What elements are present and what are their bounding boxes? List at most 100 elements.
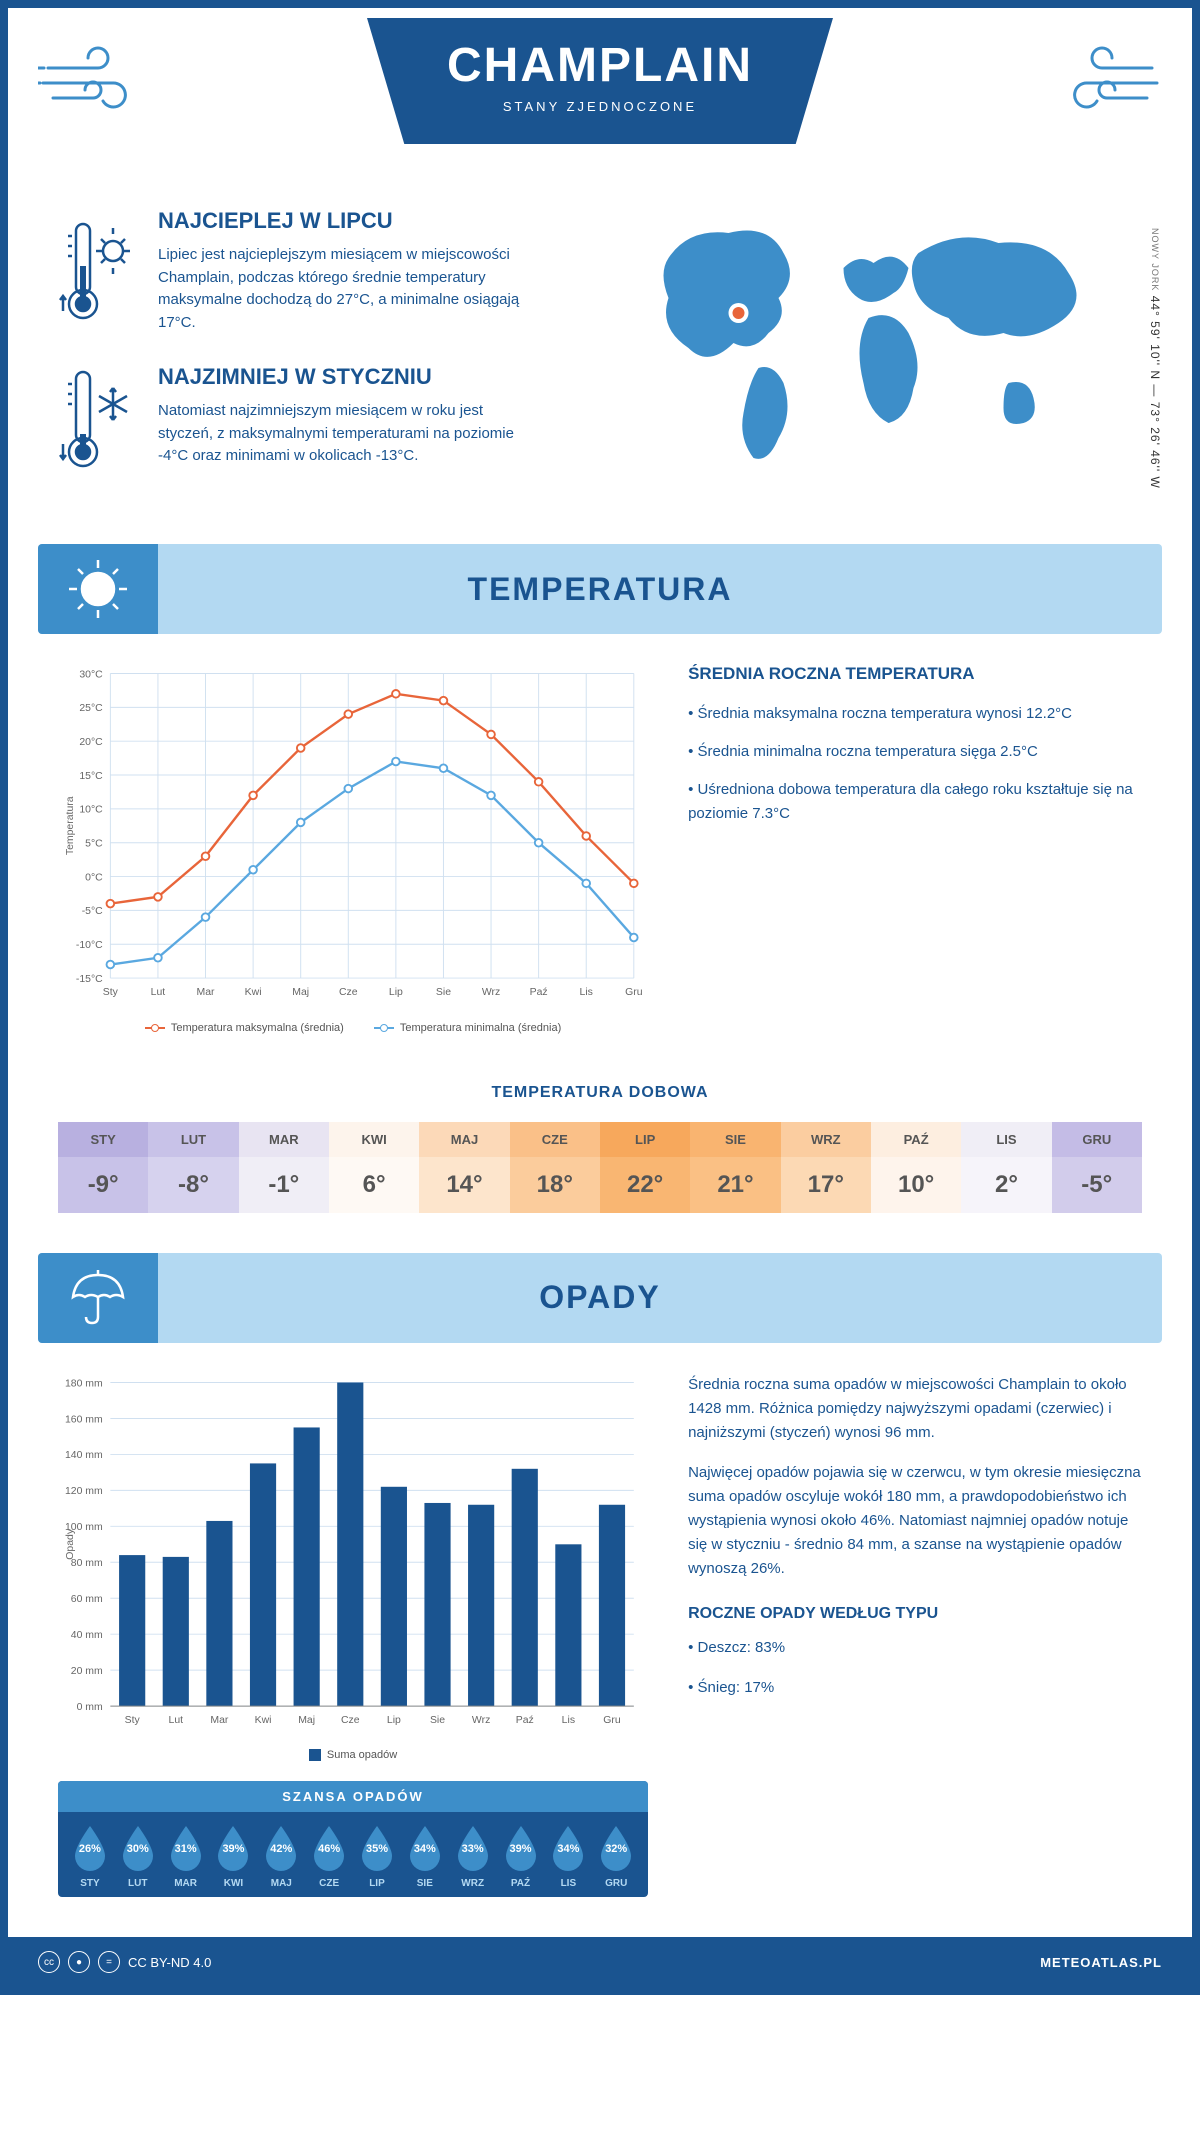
country-subtitle: STANY ZJEDNOCZONE xyxy=(447,99,753,114)
svg-text:Wrz: Wrz xyxy=(482,987,500,998)
daily-temp-cell: LIP22° xyxy=(600,1122,690,1213)
coords-value: 44° 59' 10'' N — 73° 26' 46'' W xyxy=(1148,296,1162,489)
svg-text:-15°C: -15°C xyxy=(76,974,103,985)
svg-text:15°C: 15°C xyxy=(79,771,103,782)
daily-temp-cell: PAŹ10° xyxy=(871,1122,961,1213)
hot-fact-title: NAJCIEPLEJ W LIPCU xyxy=(158,208,538,234)
svg-text:Lut: Lut xyxy=(169,1715,184,1726)
svg-text:Sty: Sty xyxy=(103,987,119,998)
svg-text:Kwi: Kwi xyxy=(245,987,262,998)
daily-temp-strip: STY-9°LUT-8°MAR-1°KWI6°MAJ14°CZE18°LIP22… xyxy=(58,1122,1142,1213)
svg-text:Gru: Gru xyxy=(603,1715,621,1726)
precip-legend: Suma opadów xyxy=(58,1749,648,1761)
svg-text:Sie: Sie xyxy=(436,987,451,998)
temp-info-item: • Średnia minimalna roczna temperatura s… xyxy=(688,740,1142,764)
intro-row: NAJCIEPLEJ W LIPCU Lipiec jest najcieple… xyxy=(8,188,1192,544)
svg-text:-5°C: -5°C xyxy=(82,906,103,917)
wind-icon xyxy=(38,38,158,118)
svg-text:30°C: 30°C xyxy=(79,669,103,680)
title-banner: CHAMPLAIN STANY ZJEDNOCZONE xyxy=(367,18,833,144)
chance-drop: 34%LIS xyxy=(544,1824,592,1889)
precip-section-header: OPADY xyxy=(38,1253,1162,1343)
svg-text:Mar: Mar xyxy=(210,1715,229,1726)
daily-temp-cell: WRZ17° xyxy=(781,1122,871,1213)
daily-temp-cell: MAR-1° xyxy=(239,1122,329,1213)
world-map-icon xyxy=(615,208,1142,488)
daily-temp-cell: LIS2° xyxy=(961,1122,1051,1213)
svg-text:Gru: Gru xyxy=(625,987,643,998)
cold-fact: NAJZIMNIEJ W STYCZNIU Natomiast najzimni… xyxy=(58,364,585,474)
coordinates: NOWY JORK 44° 59' 10'' N — 73° 26' 46'' … xyxy=(1148,228,1162,489)
thermometer-hot-icon xyxy=(58,208,138,334)
svg-text:Paź: Paź xyxy=(530,987,548,998)
temp-info-item: • Średnia maksymalna roczna temperatura … xyxy=(688,702,1142,726)
thermometer-cold-icon xyxy=(58,364,138,474)
svg-text:Sie: Sie xyxy=(430,1715,445,1726)
license: cc ● = CC BY-ND 4.0 xyxy=(38,1951,211,1973)
chance-drop: 32%GRU xyxy=(592,1824,640,1889)
chance-drop: 33%WRZ xyxy=(449,1824,497,1889)
chance-drop: 39%KWI xyxy=(210,1824,258,1889)
chance-drop: 26%STY xyxy=(66,1824,114,1889)
city-title: CHAMPLAIN xyxy=(447,38,753,93)
temp-info: ŚREDNIA ROCZNA TEMPERATURA • Średnia mak… xyxy=(688,664,1142,1034)
nd-icon: = xyxy=(98,1951,120,1973)
precip-section-title: OPADY xyxy=(539,1279,660,1316)
facts-column: NAJCIEPLEJ W LIPCU Lipiec jest najcieple… xyxy=(58,208,585,504)
bytype-item: • Śnieg: 17% xyxy=(688,1676,1142,1700)
svg-text:5°C: 5°C xyxy=(85,839,103,850)
site-name: METEOATLAS.PL xyxy=(1040,1955,1162,1970)
svg-text:-10°C: -10°C xyxy=(76,940,103,951)
svg-text:Temperatura: Temperatura xyxy=(65,796,76,855)
precip-text-1: Średnia roczna suma opadów w miejscowośc… xyxy=(688,1373,1142,1445)
temp-line-chart: -15°C-10°C-5°C0°C5°C10°C15°C20°C25°C30°C… xyxy=(58,664,648,1034)
temp-info-title: ŚREDNIA ROCZNA TEMPERATURA xyxy=(688,664,1142,684)
daily-temp-cell: CZE18° xyxy=(510,1122,600,1213)
chance-drop: 31%MAR xyxy=(162,1824,210,1889)
chance-drop: 46%CZE xyxy=(305,1824,353,1889)
daily-temp-cell: SIE21° xyxy=(690,1122,780,1213)
license-text: CC BY-ND 4.0 xyxy=(128,1955,211,1970)
chance-drop: 30%LUT xyxy=(114,1824,162,1889)
precip-chance-panel: SZANSA OPADÓW 26%STY30%LUT31%MAR39%KWI42… xyxy=(58,1781,648,1897)
svg-text:Lut: Lut xyxy=(151,987,166,998)
svg-text:140 mm: 140 mm xyxy=(65,1450,103,1461)
daily-temp-cell: KWI6° xyxy=(329,1122,419,1213)
bytype-item: • Deszcz: 83% xyxy=(688,1636,1142,1660)
footer: cc ● = CC BY-ND 4.0 METEOATLAS.PL xyxy=(8,1937,1192,1987)
daily-temp-cell: LUT-8° xyxy=(148,1122,238,1213)
coords-region: NOWY JORK xyxy=(1150,228,1160,291)
svg-text:60 mm: 60 mm xyxy=(71,1594,103,1605)
daily-temp-cell: MAJ14° xyxy=(419,1122,509,1213)
chance-drop: 39%PAŹ xyxy=(497,1824,545,1889)
precip-row: 0 mm20 mm40 mm60 mm80 mm100 mm120 mm140 … xyxy=(8,1373,1192,1938)
svg-text:Cze: Cze xyxy=(341,1715,360,1726)
svg-text:0 mm: 0 mm xyxy=(77,1702,103,1713)
precip-bar-chart: 0 mm20 mm40 mm60 mm80 mm100 mm120 mm140 … xyxy=(58,1373,648,1762)
temp-chart-row: -15°C-10°C-5°C0°C5°C10°C15°C20°C25°C30°C… xyxy=(8,664,1192,1064)
cc-icon: cc xyxy=(38,1951,60,1973)
chance-drop: 42%MAJ xyxy=(257,1824,305,1889)
svg-text:10°C: 10°C xyxy=(79,805,103,816)
svg-text:Wrz: Wrz xyxy=(472,1715,490,1726)
chance-drop: 35%LIP xyxy=(353,1824,401,1889)
svg-text:Lis: Lis xyxy=(562,1715,575,1726)
wind-icon xyxy=(1042,38,1162,118)
svg-text:20 mm: 20 mm xyxy=(71,1666,103,1677)
svg-text:Lis: Lis xyxy=(580,987,593,998)
chance-title: SZANSA OPADÓW xyxy=(58,1781,648,1812)
svg-text:40 mm: 40 mm xyxy=(71,1630,103,1641)
precip-text-2: Najwięcej opadów pojawia się w czerwcu, … xyxy=(688,1461,1142,1581)
svg-text:120 mm: 120 mm xyxy=(65,1486,103,1497)
umbrella-icon xyxy=(38,1253,158,1343)
svg-text:Opady: Opady xyxy=(65,1528,76,1560)
svg-text:0°C: 0°C xyxy=(85,872,103,883)
infographic-page: CHAMPLAIN STANY ZJEDNOCZONE xyxy=(0,0,1200,1995)
svg-text:Cze: Cze xyxy=(339,987,358,998)
svg-text:Mar: Mar xyxy=(197,987,216,998)
temp-section-title: TEMPERATURA xyxy=(468,571,733,608)
svg-text:25°C: 25°C xyxy=(79,703,103,714)
by-icon: ● xyxy=(68,1951,90,1973)
precip-info: Średnia roczna suma opadów w miejscowośc… xyxy=(688,1373,1142,1717)
map-column: NOWY JORK 44° 59' 10'' N — 73° 26' 46'' … xyxy=(615,208,1142,504)
